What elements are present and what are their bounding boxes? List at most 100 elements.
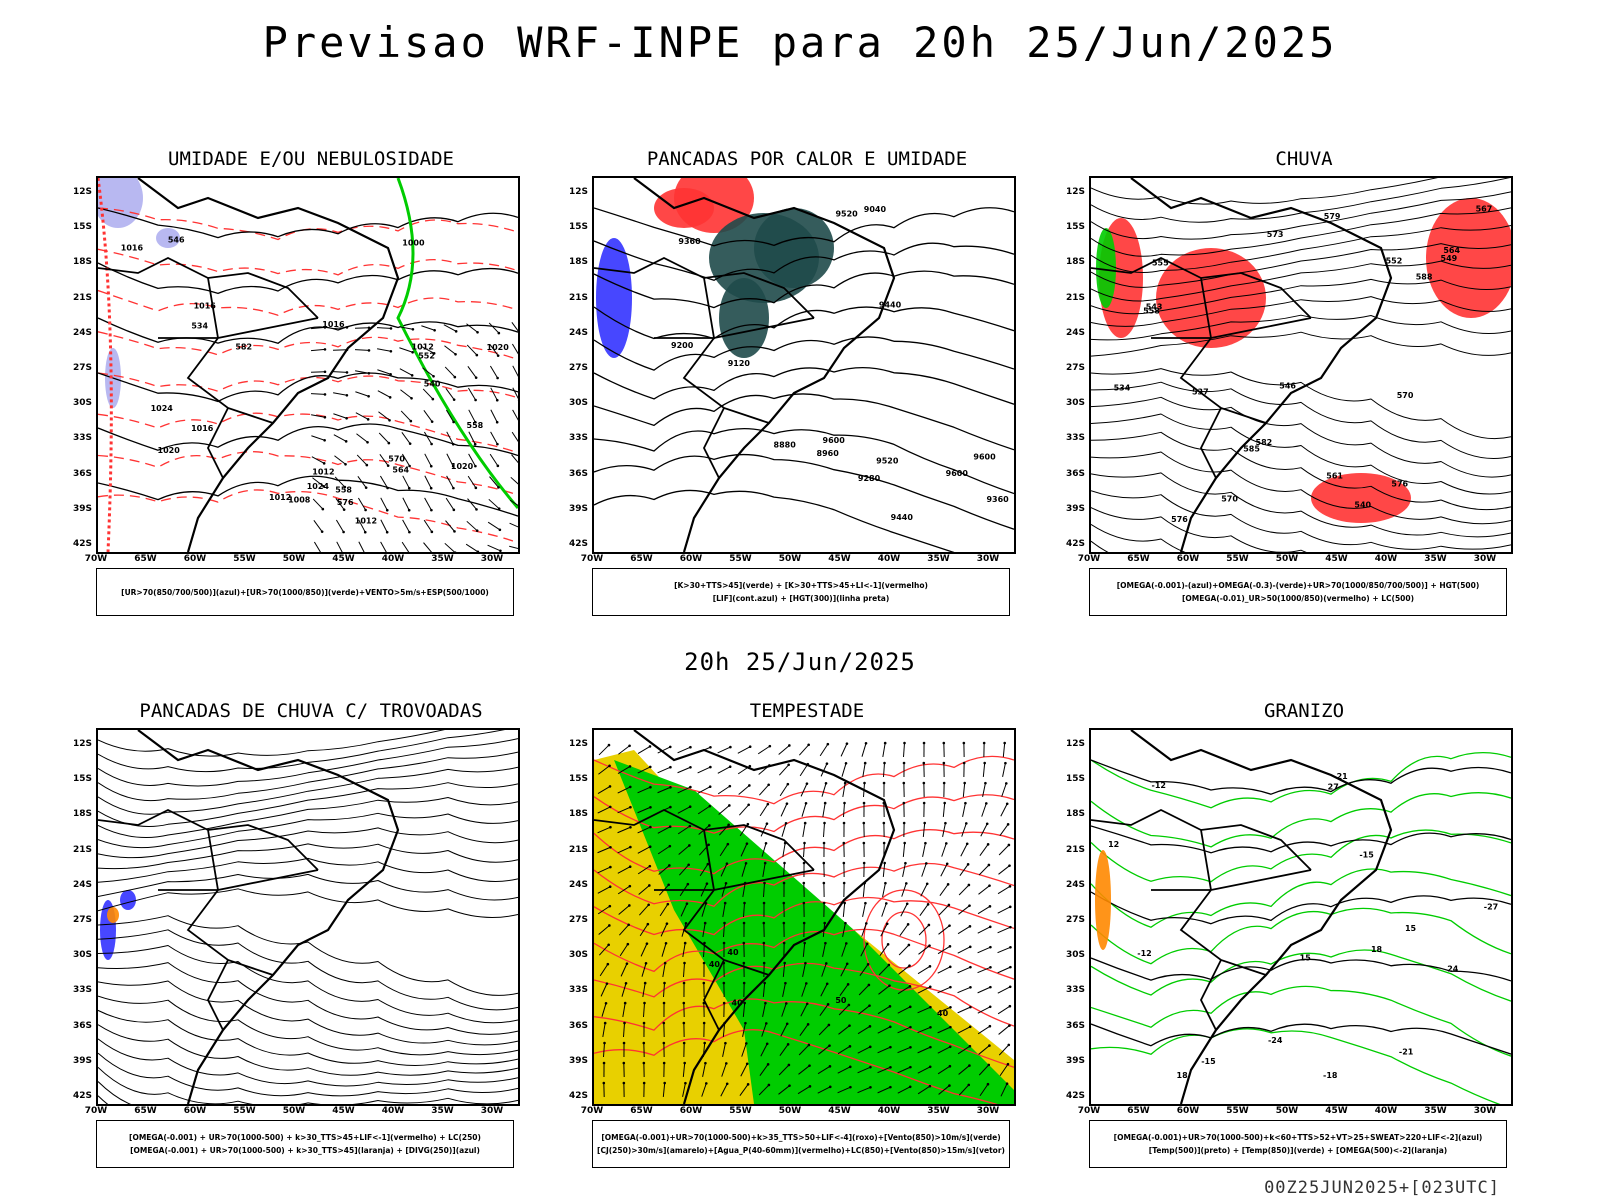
contour-line xyxy=(98,451,518,496)
wind-vector-head xyxy=(968,925,972,928)
wind-vector xyxy=(356,454,368,466)
wind-vector xyxy=(445,520,455,532)
wind-vector-head xyxy=(388,396,392,399)
wind-vector-head xyxy=(723,901,727,905)
wind-vector xyxy=(423,410,433,422)
wind-vector-head xyxy=(496,464,500,468)
lat-tick-label: 12S xyxy=(1065,187,1085,197)
contour-line xyxy=(594,240,1014,282)
contour-label: 1016 xyxy=(194,301,217,310)
wind-vector-head xyxy=(928,1084,932,1088)
wind-vector xyxy=(617,885,631,895)
wind-vector-head xyxy=(828,1065,832,1068)
wind-vector xyxy=(822,803,826,817)
wind-vector xyxy=(423,431,433,445)
wind-vector-head xyxy=(824,962,828,965)
wind-vector-head xyxy=(948,924,951,927)
wind-vector-head xyxy=(408,464,411,468)
contour-label: 24 xyxy=(1447,964,1459,973)
wind-vector-head xyxy=(782,921,786,925)
wind-vector xyxy=(958,1065,970,1075)
wind-vector xyxy=(842,783,846,797)
contour-label: 9520 xyxy=(876,456,899,465)
contour-line xyxy=(1091,907,1511,965)
wind-vector xyxy=(961,823,967,837)
wind-vector xyxy=(657,845,671,855)
wind-vector-head xyxy=(846,983,850,986)
wind-vector xyxy=(643,1002,645,1018)
wind-vector-head xyxy=(433,328,436,332)
wind-vector-head xyxy=(842,881,846,885)
streamline xyxy=(1091,243,1511,288)
wind-vector xyxy=(997,906,1011,914)
wind-vector xyxy=(683,962,685,978)
wind-vector xyxy=(379,475,389,489)
lon-tick-label: 30W xyxy=(480,554,504,564)
wind-vector xyxy=(919,904,929,916)
lon-tick-label: 50W xyxy=(778,554,802,564)
wind-vector-head xyxy=(1008,1004,1012,1008)
wind-vector-head xyxy=(664,941,668,945)
legend-line: [OMEGA(-0.001)+UR>70(1000-500)+k>35_TTS>… xyxy=(601,1133,1001,1142)
lon-tick-label: 55W xyxy=(233,1106,256,1116)
wind-vector xyxy=(1000,803,1008,817)
contour-label: 9280 xyxy=(858,474,881,483)
wind-vector xyxy=(837,1066,851,1074)
wind-vector-head xyxy=(762,941,766,945)
wind-vector xyxy=(310,371,326,373)
contour-label: 555 xyxy=(1152,259,1169,268)
borders xyxy=(594,808,815,1031)
panel-title: TEMPESTADE xyxy=(749,700,865,722)
wind-vector xyxy=(720,863,728,877)
wind-vector-head xyxy=(782,901,786,905)
wind-vector xyxy=(897,1086,911,1094)
wind-vector-head xyxy=(922,741,926,745)
wind-vector xyxy=(798,1065,810,1075)
wind-vector-head xyxy=(988,1044,991,1047)
contour-label: 15 xyxy=(1405,924,1417,933)
wind-vector-head xyxy=(944,821,947,825)
streamline xyxy=(98,751,518,802)
wind-vector-head xyxy=(962,741,966,745)
wind-vector xyxy=(977,1025,991,1035)
wind-vector-head xyxy=(475,508,478,511)
wind-vector xyxy=(779,1044,789,1056)
wind-vector-head xyxy=(786,1043,790,1046)
wind-vector-head xyxy=(729,745,732,749)
streamline xyxy=(98,730,505,773)
wind-vector-head xyxy=(889,1045,892,1049)
wind-vector-head xyxy=(453,375,457,379)
wind-vector xyxy=(782,843,786,857)
wind-vector-head xyxy=(451,442,455,446)
wind-vector xyxy=(740,1063,748,1077)
wind-vector-head xyxy=(667,883,670,887)
wind-vector-head xyxy=(908,1085,912,1089)
lat-tick-label: 21S xyxy=(72,292,92,303)
contour-line xyxy=(1091,759,1511,795)
wind-vector xyxy=(818,1045,830,1055)
wind-vector xyxy=(402,519,410,533)
wind-vector xyxy=(741,1043,747,1057)
wind-vector-head xyxy=(704,1061,707,1065)
contour-line xyxy=(98,207,518,241)
contour-label: 567 xyxy=(1476,205,1493,214)
wind-vector-head xyxy=(389,372,392,376)
wind-vector xyxy=(879,944,889,956)
wind-vector xyxy=(597,905,611,915)
lon-tick-label: 70W xyxy=(1077,1106,1101,1116)
contour-label: 540 xyxy=(424,379,441,388)
wind-vector xyxy=(598,944,610,956)
wind-vector xyxy=(313,520,323,532)
contour-label: -15 xyxy=(1201,1057,1216,1066)
wind-vector xyxy=(738,804,750,816)
wind-vector-head xyxy=(784,821,788,825)
wind-vector-head xyxy=(868,1025,872,1028)
streamline xyxy=(98,1009,518,1066)
wind-vector xyxy=(380,541,387,552)
wind-vector-head xyxy=(473,442,477,446)
wind-vector-head xyxy=(762,921,766,925)
wind-vector xyxy=(862,763,866,777)
wind-vector-head xyxy=(709,765,712,769)
wind-vector-head xyxy=(905,902,909,906)
wind-vector xyxy=(658,865,670,875)
